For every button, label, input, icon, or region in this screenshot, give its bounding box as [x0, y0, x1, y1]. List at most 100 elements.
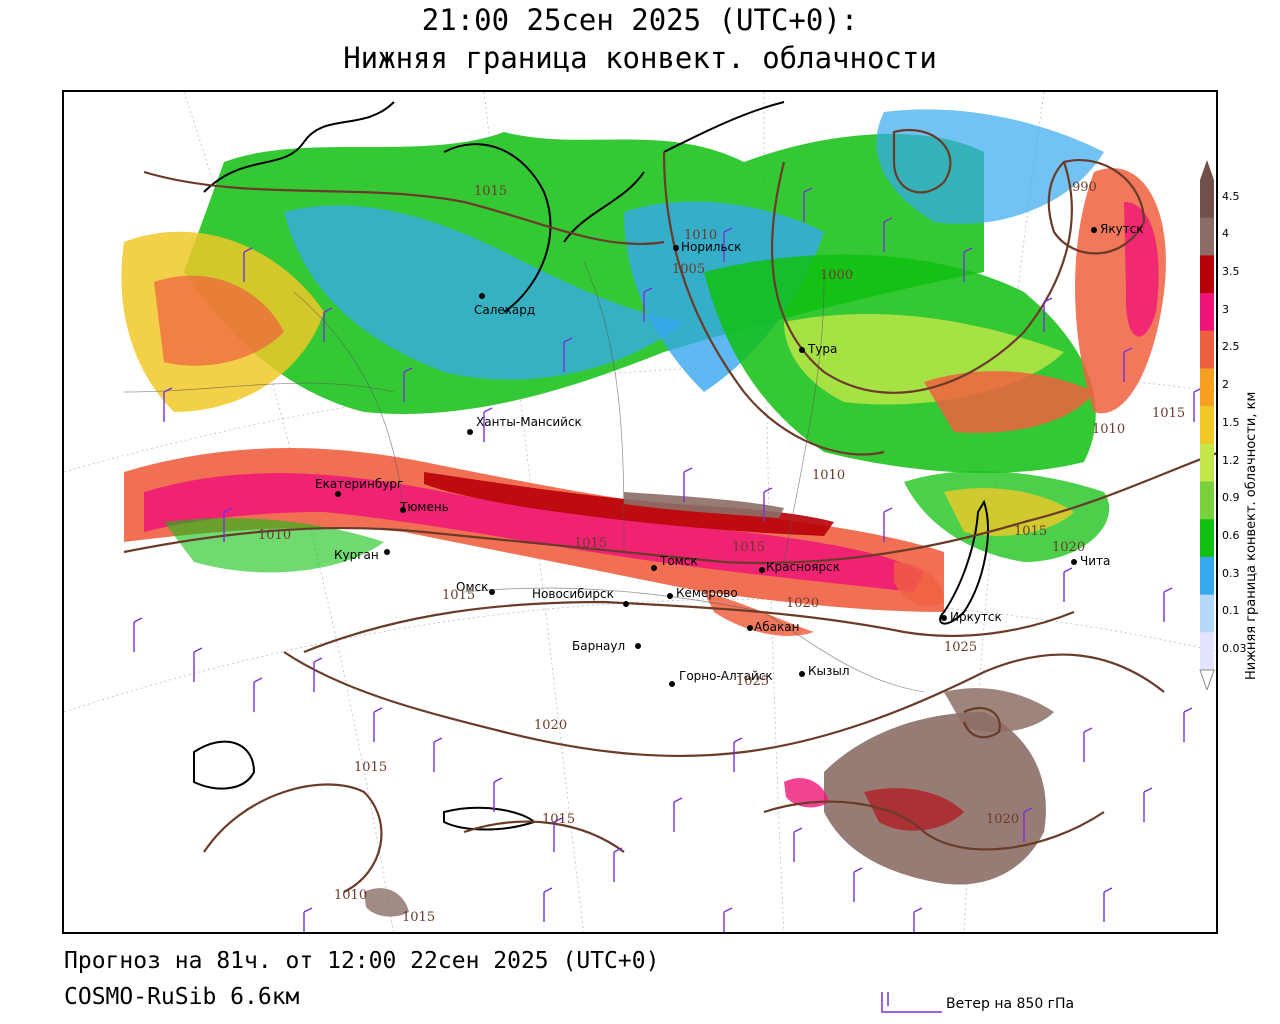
city-label: Абакан: [754, 620, 800, 634]
city-marker: [747, 625, 753, 631]
colorbar-tick-label: 3.5: [1222, 265, 1240, 279]
city-label: Ханты-Мансийск: [476, 415, 582, 429]
admin-boundaries: [123, 261, 925, 693]
colorbar-tick-label: 2: [1222, 378, 1229, 392]
city-label: Курган: [334, 548, 379, 562]
city-marker: [941, 615, 947, 621]
city-label: Тюмень: [400, 500, 449, 514]
wind-barbs: [133, 187, 1203, 932]
colorbar-tick-label: 4: [1222, 227, 1229, 241]
city-label: Томск: [660, 554, 698, 568]
isobar-label: 1020: [1052, 540, 1086, 555]
city-label: Горно-Алтайск: [679, 669, 773, 683]
colorbar-swatch: [1200, 443, 1214, 483]
wind-legend-label: Ветер на 850 гПа: [946, 996, 1075, 1012]
city-marker: [400, 507, 406, 513]
colorbar-tick-label: 0.1: [1222, 604, 1240, 618]
city-label: Тура: [808, 342, 838, 356]
city-marker: [635, 643, 641, 649]
isobar-label: 1015: [1152, 406, 1186, 421]
colorbar-swatch: [1200, 556, 1214, 596]
map-canvas: [64, 92, 1216, 932]
colorbar-tick-label: 2.5: [1222, 340, 1240, 354]
isobar-label: 1010: [258, 528, 292, 543]
colorbar-swatch: [1200, 293, 1214, 332]
colorbar-swatch: [1200, 406, 1214, 445]
city-label: Иркутск: [950, 610, 1002, 624]
city-marker: [623, 601, 629, 607]
city-label: Екатеринбург: [315, 477, 404, 491]
colorbar-swatch: [1200, 330, 1214, 369]
city-label: Якутск: [1100, 222, 1144, 236]
wind-barb-icon: [881, 992, 942, 1013]
isobar-label: 1015: [542, 812, 576, 827]
isobar-label: 1010: [334, 888, 368, 903]
colorbar-swatch: [1200, 255, 1214, 294]
colorbar-bottom-arrow: [1199, 669, 1215, 690]
isobar-label: 1010: [1092, 422, 1126, 437]
colorbar-tick-label: 4.5: [1222, 189, 1240, 203]
isobar-label: 1025: [736, 674, 770, 689]
city-marker: [667, 593, 673, 599]
forecast-map: Норильск Якутск Салехард Тура Ханты-Мансийск…: [62, 90, 1218, 934]
forecast-info: Прогноз на 81ч. от 12:00 22сен 2025 (UTC…: [64, 948, 660, 974]
isobar-label: 1005: [672, 262, 706, 277]
isobar-label: 1020: [534, 718, 568, 733]
cloud-base-field: [121, 109, 1166, 917]
city-label: Новосибирск: [532, 587, 614, 601]
city-marker: [479, 293, 485, 299]
city-marker: [1091, 227, 1097, 233]
city-label: Кемерово: [676, 586, 738, 600]
city-marker: [651, 565, 657, 571]
isobar-label: 1015: [732, 540, 766, 555]
city-marker: [669, 681, 675, 687]
model-name: COSMO-RuSib 6.6км: [64, 984, 300, 1010]
city-marker: [467, 429, 473, 435]
city-label: Омск: [456, 580, 489, 594]
isobar-label: 1025: [944, 640, 978, 655]
city-marker: [489, 589, 495, 595]
isobar-label: 1000: [820, 268, 854, 283]
isobar-label: 1010: [684, 228, 718, 243]
map-title: 21:00 25сен 2025 (UTC+0):: [421, 3, 859, 37]
colorbar-swatch: [1200, 180, 1214, 219]
city-marker: [335, 491, 341, 497]
colorbar-top-arrow: [1200, 160, 1214, 180]
isobar-label: 990: [1072, 180, 1097, 195]
city-marker: [384, 549, 390, 555]
colorbar: [1199, 160, 1215, 690]
colorbar-swatch: [1200, 594, 1214, 633]
isobar-label: 1015: [574, 536, 608, 551]
city-marker: [673, 245, 679, 251]
city-marker: [799, 671, 805, 677]
colorbar-tick-label: 1.2: [1222, 453, 1240, 467]
colorbar-swatch: [1200, 519, 1214, 558]
city-label: Красноярск: [766, 560, 840, 574]
city-label: Чита: [1080, 554, 1111, 568]
colorbar-tick-label: 0.9: [1222, 491, 1240, 505]
city-label: Норильск: [681, 240, 742, 254]
colorbar-tick-label: 0.3: [1222, 566, 1240, 580]
isobar-label: 1020: [986, 812, 1020, 827]
colorbar-swatch: [1200, 632, 1214, 671]
colorbar-swatch: [1200, 481, 1214, 520]
isobar-label: 1015: [402, 910, 436, 925]
isobar-label: 1020: [786, 596, 820, 611]
isobar-label: 1015: [442, 588, 476, 603]
map-subtitle: Нижняя граница конвект. облачности: [343, 41, 937, 75]
city-marker: [1071, 559, 1077, 565]
city-marker: [799, 347, 805, 353]
isobar-label: 1015: [1014, 524, 1048, 539]
colorbar-swatch: [1200, 368, 1214, 407]
isobars: [123, 129, 1216, 893]
isobar-label: 1015: [354, 760, 388, 775]
colorbar-tick-label: 0.6: [1222, 528, 1240, 542]
city-label: Барнаул: [572, 639, 626, 653]
city-marker: [759, 567, 765, 573]
isobar-label: 1015: [474, 184, 508, 199]
city-label: Салехард: [474, 303, 536, 317]
wind-legend: Ветер на 850 гПа: [880, 988, 1140, 1018]
isobar-label: 1010: [812, 468, 846, 483]
city-label: Кызыл: [808, 664, 850, 678]
colorbar-tick-label: 1.5: [1222, 415, 1240, 429]
